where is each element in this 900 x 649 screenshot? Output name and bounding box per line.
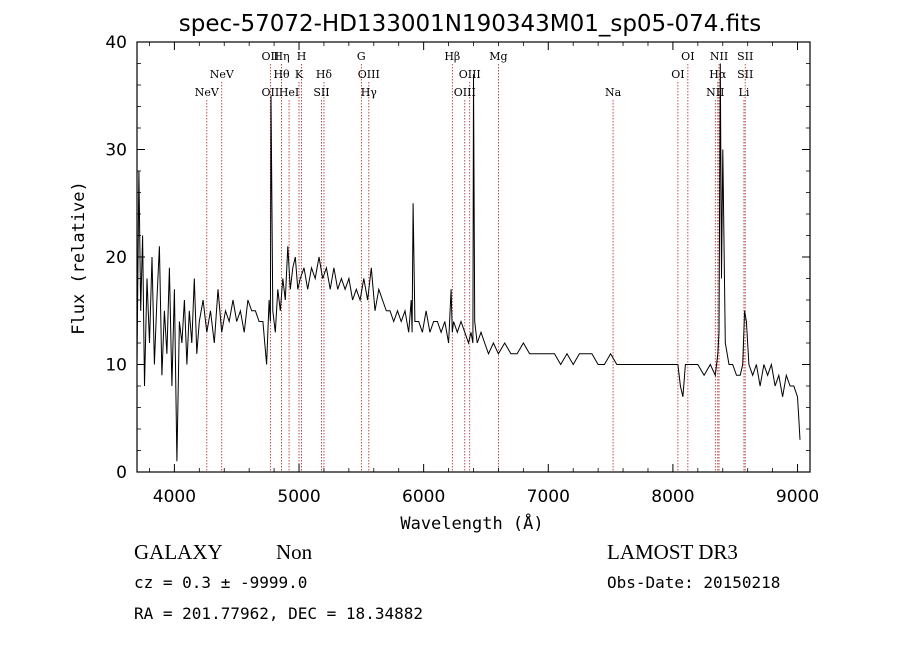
line-label: OI — [671, 68, 684, 81]
line-label: OIII — [358, 68, 380, 81]
y-tick-label: 30 — [105, 141, 127, 161]
emission-line-markers — [206, 64, 746, 472]
line-label: Li — [739, 86, 750, 99]
survey-name: LAMOST DR3 — [607, 540, 738, 564]
x-tick-label: 7000 — [527, 487, 570, 507]
chart-title: spec-57072-HD133001N190343M01_sp05-074.f… — [179, 11, 761, 37]
line-label: HeI — [279, 86, 299, 99]
line-label: Hθ — [273, 68, 290, 81]
line-label: OII — [261, 50, 279, 63]
x-axis: 4000 5000 6000 7000 8000 9000 — [149, 42, 819, 507]
x-tick-label: 8000 — [651, 487, 694, 507]
coordinates: RA = 201.77962, DEC = 18.34882 — [134, 604, 423, 623]
line-label: OIII — [459, 68, 481, 81]
y-axis-label: Flux (relative) — [69, 181, 89, 335]
x-tick-label: 5000 — [277, 487, 320, 507]
y-axis: 0 10 20 30 40 — [105, 33, 810, 483]
line-label: SII — [737, 68, 753, 81]
x-tick-label: 6000 — [402, 487, 445, 507]
line-label: OII — [261, 86, 279, 99]
line-label: OIII — [454, 86, 476, 99]
line-label: NeV — [195, 86, 220, 99]
object-subclass: Non — [276, 540, 313, 564]
line-label: Mg — [489, 50, 507, 63]
line-label: SII — [737, 50, 753, 63]
line-label: Hα — [709, 68, 727, 81]
object-class: GALAXY — [134, 540, 223, 564]
x-tick-label: 4000 — [153, 487, 196, 507]
line-label: Hβ — [444, 50, 460, 63]
line-label: SII — [313, 86, 329, 99]
line-label: NII — [706, 86, 724, 99]
y-tick-label: 40 — [105, 33, 127, 53]
spectrum-line — [136, 63, 801, 462]
redshift-readout: cz = 0.3 ± -9999.0 — [134, 573, 307, 592]
line-label: H — [297, 50, 307, 63]
x-tick-label: 9000 — [776, 487, 819, 507]
line-label: Hη — [273, 50, 289, 63]
line-label: G — [357, 50, 366, 63]
obs-date: Obs-Date: 20150218 — [607, 573, 780, 592]
line-label: Hγ — [361, 86, 378, 99]
line-label: Hδ — [316, 68, 333, 81]
line-label: Na — [605, 86, 622, 99]
y-tick-label: 20 — [105, 248, 127, 268]
line-label: K — [295, 68, 304, 81]
x-axis-label: Wavelength (Å) — [400, 512, 543, 534]
line-label: NeV — [210, 68, 235, 81]
y-tick-label: 0 — [116, 463, 127, 483]
line-label: NII — [710, 50, 728, 63]
y-tick-label: 10 — [105, 356, 127, 376]
line-label: OI — [681, 50, 694, 63]
